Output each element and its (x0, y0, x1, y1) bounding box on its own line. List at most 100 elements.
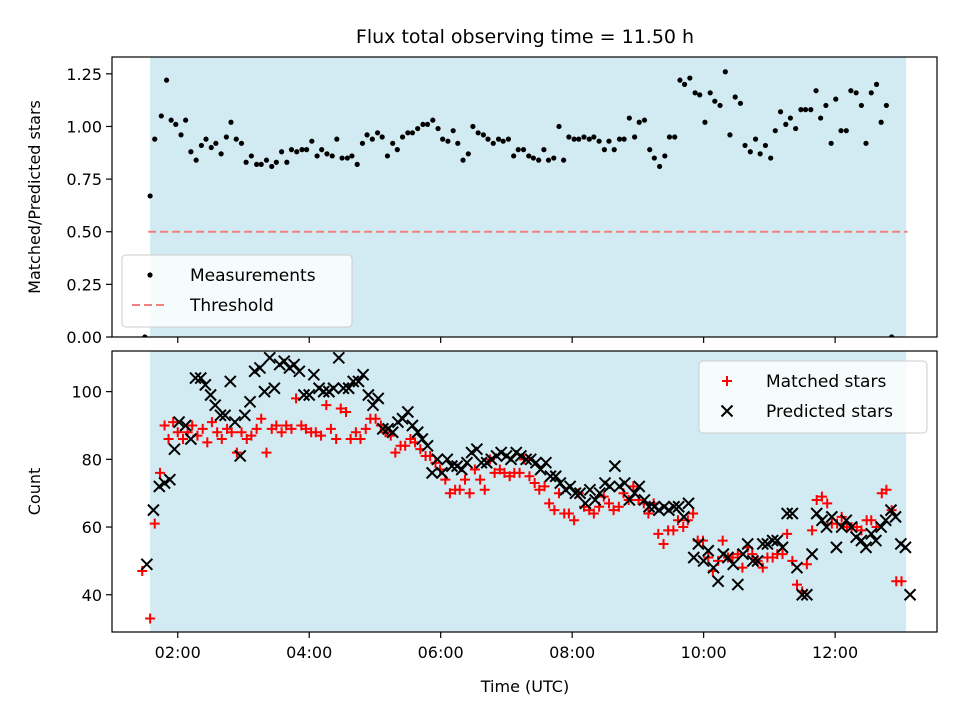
data-point (756, 537, 770, 551)
legend-marker (147, 272, 153, 278)
data-point (780, 507, 794, 520)
data-point (159, 420, 170, 431)
data-point (810, 507, 823, 520)
data-point (868, 90, 874, 96)
data-point (258, 385, 271, 398)
data-point (276, 427, 287, 438)
x-tick-label: 06:00 (418, 643, 464, 662)
data-point (771, 534, 784, 547)
data-point (420, 121, 426, 127)
data-point (401, 405, 415, 419)
data-point (464, 488, 475, 499)
data-point (396, 412, 409, 425)
data-point (554, 476, 567, 490)
data-point (460, 456, 474, 469)
data-point (198, 142, 205, 149)
data-point (342, 382, 355, 395)
data-point (593, 486, 606, 500)
data-point (149, 518, 160, 529)
data-point (204, 388, 217, 402)
data-point (638, 493, 651, 507)
data-point (563, 480, 577, 493)
data-point (807, 525, 818, 536)
data-point (309, 138, 315, 144)
data-point (445, 138, 451, 144)
data-point (702, 544, 715, 557)
data-point (539, 481, 550, 492)
data-point (894, 0, 899, 3)
data-point (608, 505, 619, 516)
data-point (214, 409, 227, 422)
data-point (874, 520, 888, 534)
data-point (339, 155, 345, 161)
data-point (364, 132, 370, 138)
data-point (460, 474, 471, 485)
data-point (845, 520, 858, 534)
data-point (199, 378, 212, 392)
data-point (344, 155, 350, 161)
data-point (586, 136, 592, 142)
data-point (526, 153, 532, 159)
data-point (666, 134, 673, 140)
data-point (828, 140, 834, 146)
data-point (889, 510, 902, 524)
data-point (261, 447, 272, 458)
x-axis-label: Time (UTC) (480, 677, 569, 696)
data-point (545, 157, 552, 163)
x-tick-label: 08:00 (549, 643, 595, 662)
data-point (869, 534, 883, 547)
data-point (406, 419, 419, 432)
data-point (337, 382, 350, 395)
data-point (177, 434, 188, 445)
y-tick-label: 0.00 (66, 328, 102, 347)
data-point (424, 121, 431, 127)
data-point (430, 117, 436, 123)
data-point (435, 125, 441, 132)
data-point (529, 478, 540, 489)
data-point (576, 136, 582, 142)
data-point (273, 159, 279, 165)
data-point (762, 142, 769, 149)
data-point (692, 537, 705, 551)
legend: Measurements Threshold (121, 254, 353, 328)
data-point (347, 375, 360, 388)
data-point (310, 427, 321, 438)
data-point (653, 528, 664, 539)
data-point (623, 493, 636, 507)
data-point (243, 395, 257, 408)
data-point (329, 153, 335, 159)
data-point (362, 388, 375, 402)
data-point (662, 153, 668, 159)
data-point (218, 409, 232, 422)
data-point (777, 109, 784, 115)
data-point (563, 508, 574, 519)
data-point (541, 147, 547, 153)
data-point (490, 140, 496, 146)
data-point (712, 98, 718, 104)
data-point (581, 134, 587, 140)
x-tick-label: 10:00 (681, 643, 727, 662)
data-point (224, 375, 237, 388)
data-point (218, 151, 224, 157)
data-point (431, 453, 444, 466)
data-point (805, 547, 819, 561)
data-point (163, 434, 174, 445)
data-point (475, 456, 488, 469)
data-point (608, 459, 622, 473)
data-point (248, 153, 254, 159)
data-point (152, 136, 158, 142)
y-tick-label: 100 (71, 383, 102, 402)
data-point (409, 130, 416, 136)
data-point (307, 368, 321, 381)
data-point (299, 147, 305, 153)
legend: Matched stars Predicted stars (698, 360, 928, 434)
data-point (415, 125, 421, 132)
data-point (707, 90, 713, 96)
data-point (611, 147, 617, 153)
data-point (818, 115, 824, 121)
data-point (884, 503, 898, 517)
data-point (480, 132, 487, 138)
data-point (688, 508, 699, 519)
data-point (899, 0, 904, 3)
data-point (863, 140, 869, 146)
